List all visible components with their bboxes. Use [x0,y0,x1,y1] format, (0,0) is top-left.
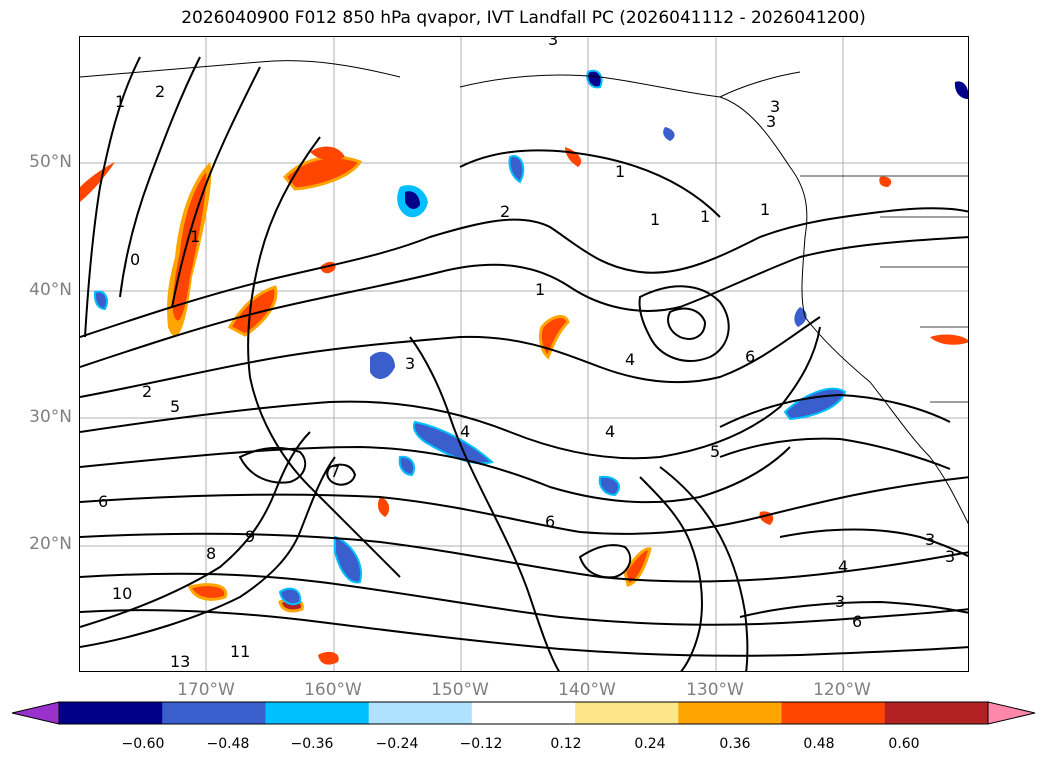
lon-label-120w: 120°W [813,680,871,700]
contour-label: 6 [545,512,555,531]
colorbar-segments [59,702,989,724]
contour-label: 2 [500,202,510,221]
contour-label: 4 [838,557,848,576]
graticule [80,37,968,671]
colorbar-segment [59,702,163,724]
contour-label: 3 [548,37,558,49]
contour-label: 4 [605,422,615,441]
colorbar-tick-label: −0.24 [375,736,419,752]
lat-label-50n: 50°N [29,152,72,172]
colorbar-segment [368,702,473,724]
colorbar-segment [678,702,783,724]
contour-label: 3 [405,354,415,373]
contour-label: 2 [155,82,165,101]
contour-label: 1 [615,162,625,181]
colorbar-outline [58,701,989,725]
colorbar-segment [575,702,679,724]
contour-label: 1 [760,200,770,219]
contour-label: 3 [770,97,780,116]
colorbar-tick-label: −0.60 [121,736,165,752]
colorbar-segment [265,702,370,724]
colorbar-left-extend [11,701,60,725]
lat-label-30n: 30°N [29,407,72,427]
positive-anomaly-fill [80,146,968,665]
contour-label: 5 [170,397,180,416]
lat-label-40n: 40°N [29,280,72,300]
contour-label: 3 [766,112,776,131]
contour-label: 8 [206,544,216,563]
lat-label-20n: 20°N [29,534,72,554]
lon-label-160w: 160°W [304,680,362,700]
contour-label: 1 [535,280,545,299]
contour-label: 13 [170,652,190,671]
contour-label: 3 [925,530,935,549]
contour-label: 5 [710,442,720,461]
colorbar-tick-label: 0.48 [803,736,835,752]
contour-label: 3 [945,547,955,566]
contour-label: 11 [230,642,250,661]
colorbar [11,701,1036,725]
colorbar-segment [884,702,989,724]
colorbar-segment [781,702,886,724]
contour-label: 1 [115,92,125,111]
colorbar-segment [471,702,576,724]
contour-label: 4 [625,350,635,369]
colorbar-right-extend [987,701,1036,725]
colorbar-tick-label: 0.24 [634,736,666,752]
contour-label: 3 [835,592,845,611]
map-canvas: 3 3 3 1 1 1 1 1 1 2 2 3 4 4 4 5 5 6 6 6 … [80,37,968,671]
contour-labels: 3 3 3 1 1 1 1 1 1 2 2 3 4 4 4 5 5 6 6 6 … [98,37,955,671]
contour-label: 4 [460,422,470,441]
borders [800,175,968,403]
contour-label: 6 [852,612,862,631]
colorbar-tick-label: 0.12 [550,736,582,752]
contour-label: 2 [142,382,152,401]
lon-label-140w: 140°W [558,680,616,700]
contour-label: 1 [190,227,200,246]
map-title: 2026040900 F012 850 hPa qvapor, IVT Land… [181,8,866,28]
contour-label: 0 [130,250,140,269]
ivt-contours [80,56,968,671]
colorbar-segment [162,702,266,724]
lon-label-150w: 150°W [431,680,489,700]
contour-label: 6 [98,492,108,511]
contour-label: 1 [700,207,710,226]
colorbar-tick-label: 0.36 [719,736,751,752]
contour-label: 9 [245,527,255,546]
colorbar-tick-label: −0.48 [206,736,250,752]
contour-label: 7 [330,462,340,481]
lon-label-130w: 130°W [686,680,744,700]
colorbar-tick-label: −0.12 [459,736,503,752]
map-plot-area: 3 3 3 1 1 1 1 1 1 2 2 3 4 4 4 5 5 6 6 6 … [79,36,969,672]
lon-label-170w: 170°W [177,680,235,700]
contour-label: 10 [112,584,132,603]
contour-label: 6 [745,347,755,366]
colorbar-tick-label: 0.60 [888,736,920,752]
colorbar-tick-label: −0.36 [290,736,334,752]
contour-label: 1 [650,210,660,229]
